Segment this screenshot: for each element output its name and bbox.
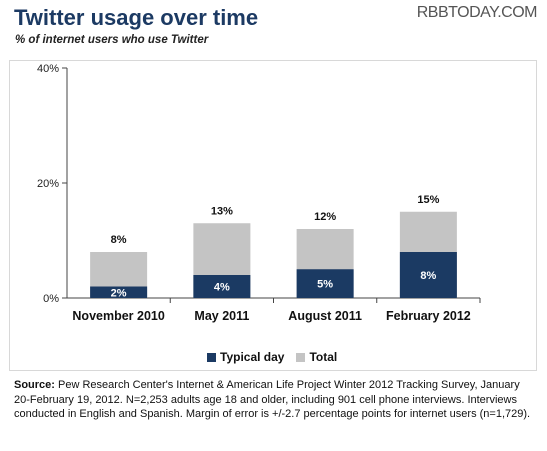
x-tick-label: November 2010 (72, 309, 164, 323)
x-tick-label: August 2011 (288, 309, 362, 323)
typical-data-label: 2% (111, 287, 127, 299)
typical-data-label: 5% (317, 279, 333, 291)
legend-item-typical: Typical day (207, 350, 284, 364)
source-note: Source: Pew Research Center's Internet &… (14, 378, 534, 422)
chart-legend: Typical day Total (207, 350, 343, 364)
bar-typical-day (90, 286, 148, 298)
total-data-label: 12% (314, 211, 336, 223)
legend-label-typical: Typical day (220, 350, 285, 364)
bar-typical-day (193, 275, 251, 298)
chart-subtitle: % of internet users who use Twitter (15, 34, 209, 46)
chart-frame (9, 60, 537, 371)
legend-label-total: Total (309, 350, 338, 364)
bar-typical-day (296, 269, 354, 298)
legend-swatch-total (296, 352, 306, 362)
chart-title: Twitter usage over time (14, 5, 259, 30)
legend-item-total: Total (296, 350, 337, 364)
y-tick-label: 40% (37, 63, 59, 75)
total-data-label: 15% (417, 194, 439, 206)
typical-data-label: 8% (420, 270, 436, 282)
legend-swatch-typical (207, 352, 216, 362)
total-data-label: 13% (211, 205, 233, 217)
source-label: Source: (14, 379, 55, 391)
bar-typical-day (399, 252, 457, 298)
watermark: RBBTODAY.COM (416, 4, 538, 21)
total-data-label: 8% (111, 234, 127, 246)
x-tick-label: February 2012 (386, 309, 471, 323)
x-tick-label: May 2011 (194, 309, 249, 323)
y-tick-label: 20% (37, 178, 59, 190)
source-text: Pew Research Center's Internet & America… (14, 379, 531, 420)
typical-data-label: 4% (214, 282, 230, 294)
y-tick-label: 0% (43, 293, 59, 305)
